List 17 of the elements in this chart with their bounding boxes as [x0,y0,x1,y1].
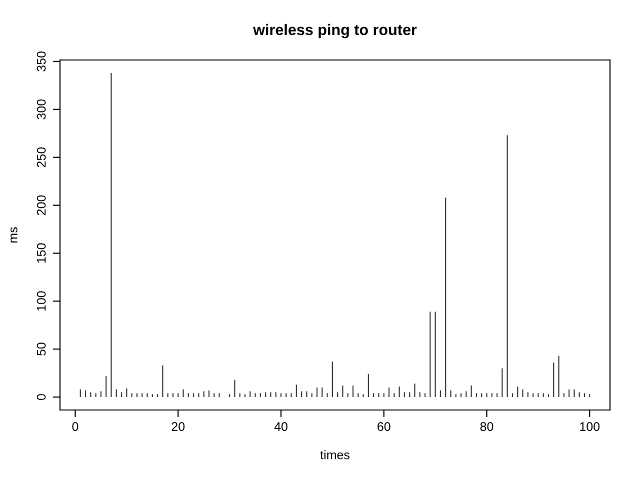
x-tick-label: 0 [72,422,78,431]
y-tick-label: 100 [36,291,46,311]
x-tick-label: 40 [274,422,288,431]
y-tick-label: 350 [36,52,46,72]
y-axis-title: ms [10,227,18,242]
x-tick-label: 80 [480,422,494,431]
y-tick-label: 50 [36,342,46,356]
chart-title: wireless ping to router [253,24,417,38]
y-tick-label: 200 [36,195,46,216]
x-tick-label: 100 [580,422,600,431]
y-tick-label: 150 [36,243,46,263]
x-axis-title: times [320,450,350,460]
y-tick-label: 250 [36,147,46,168]
y-tick-label: 300 [36,99,46,120]
x-tick-label: 20 [172,422,185,431]
y-tick-label: 0 [36,394,46,400]
x-tick-label: 60 [378,422,390,431]
